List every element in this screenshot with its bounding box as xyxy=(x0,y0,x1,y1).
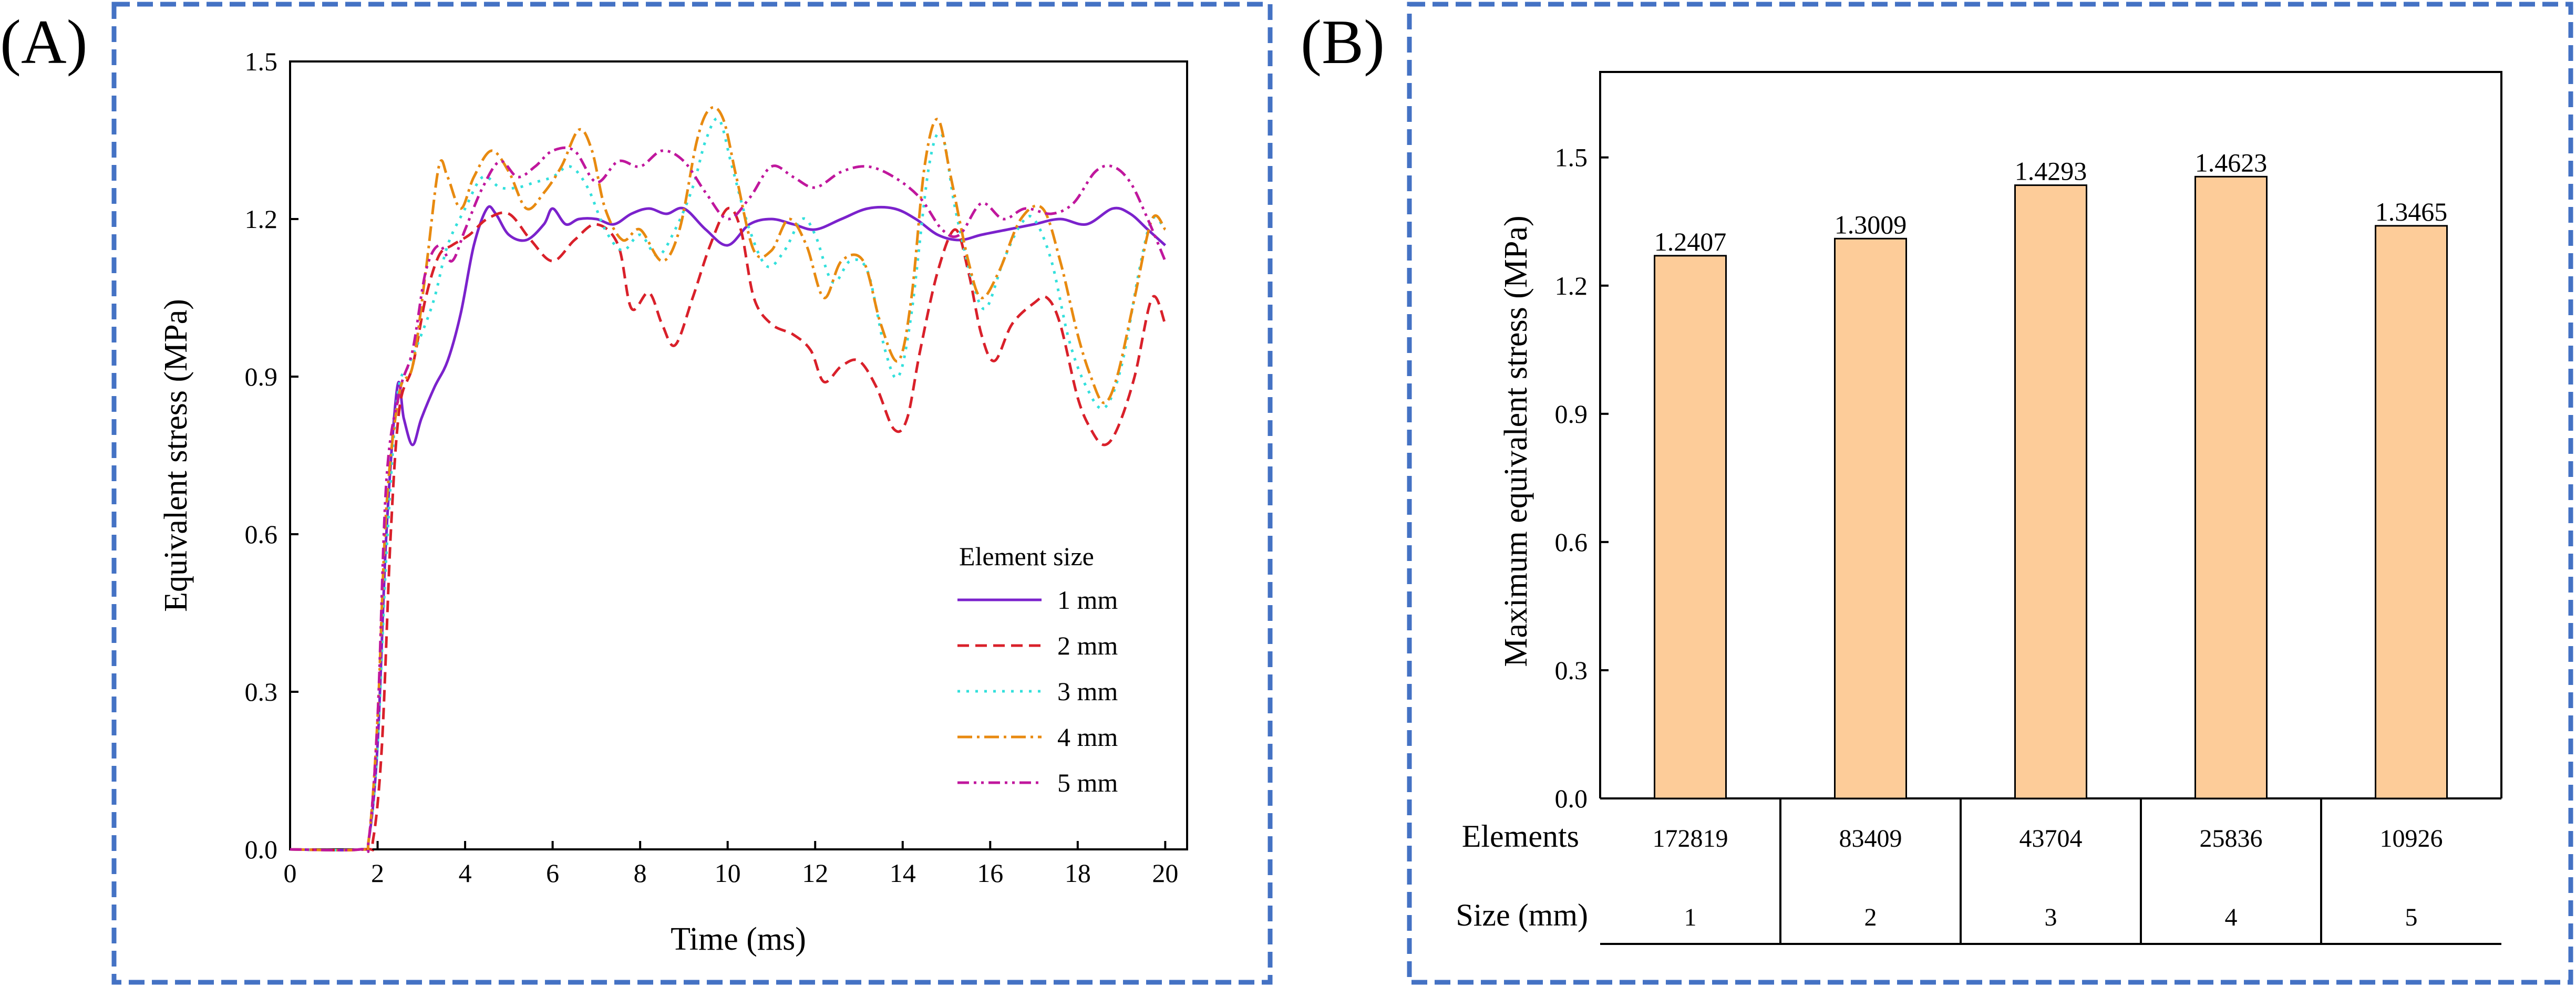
series-line-5mm xyxy=(290,146,1167,853)
chart-a-xtick-label: 0 xyxy=(284,858,297,888)
chart-b-plot-border xyxy=(1599,71,2502,798)
chart-a-xlabel: Time (ms) xyxy=(671,921,806,957)
chart-a-ytick-label: 1.2 xyxy=(245,204,278,234)
chart-b-ylabel: Maximum equivalent stress (MPa) xyxy=(1498,215,1534,667)
bar-value-label: 1.2407 xyxy=(1654,227,1727,256)
legend-label-3mm: 3 mm xyxy=(1057,677,1118,706)
bar-value-label: 1.4623 xyxy=(2195,148,2268,177)
chart-a-legend: Element size 1 mm 2 mm 3 mm 4 mm 5 mm xyxy=(957,542,1118,797)
chart-a-ytick-label: 0.0 xyxy=(245,835,278,864)
table-row1-label: Elements xyxy=(1462,819,1579,854)
panel-b-frame xyxy=(1407,2,2573,985)
chart-b-ytick-label: 0.9 xyxy=(1555,399,1588,429)
chart-b-ytick-label: 0.6 xyxy=(1555,527,1588,557)
chart-b-ytick-label: 0.3 xyxy=(1555,656,1588,685)
chart-a-xtick-label: 6 xyxy=(546,858,559,888)
table-elements-cell: 172819 xyxy=(1653,825,1728,853)
panel-a-frame xyxy=(111,2,1273,985)
bar-size-1 xyxy=(1654,255,1727,799)
bar-value-label: 1.4293 xyxy=(2015,157,2087,186)
table-size-cell: 2 xyxy=(1864,903,1877,931)
chart-a: 0 2 4 6 8 10 12 14 16 18 20 0.0 0.3 0.6 0.9 1.2 1.5 Time… xyxy=(158,47,1188,957)
chart-a-ticks: 0 2 4 6 8 10 12 14 16 18 20 0.0 0.3 0.6 0.9 1.2 1.5 xyxy=(245,47,1179,888)
chart-b-ytick-label: 1.2 xyxy=(1555,271,1588,300)
chart-b-ytick-label: 0.0 xyxy=(1555,784,1588,813)
table-row2-label: Size (mm) xyxy=(1456,898,1588,932)
chart-a-plot-border xyxy=(289,60,1188,850)
chart-b-bars: 1.2407 1.3009 1.4293 1.4623 1.3465 xyxy=(1654,148,2448,799)
chart-b-ticks: 0.0 0.3 0.6 0.9 1.2 1.5 xyxy=(1555,143,1609,813)
table-size-cell: 3 xyxy=(2045,903,2057,931)
chart-a-ytick-label: 1.5 xyxy=(245,47,278,76)
chart-a-ytick-label: 0.9 xyxy=(245,362,278,391)
chart-b-ytick-label: 1.5 xyxy=(1555,143,1588,172)
series-line-2mm xyxy=(290,206,1167,851)
legend-label-4mm: 4 mm xyxy=(1057,722,1118,752)
legend-title: Element size xyxy=(959,542,1094,571)
chart-a-xtick-label: 20 xyxy=(1152,858,1178,888)
chart-a-xtick-label: 16 xyxy=(977,858,1003,888)
panel-b-label: (B) xyxy=(1301,7,1385,77)
legend-label-5mm: 5 mm xyxy=(1057,768,1118,797)
bar-size-5 xyxy=(2375,225,2448,799)
chart-a-series xyxy=(290,106,1167,853)
table-elements-cell: 43704 xyxy=(2019,825,2083,853)
table-elements-cell: 25836 xyxy=(2200,825,2263,853)
chart-a-xtick-label: 10 xyxy=(715,858,741,888)
chart-b: 0.0 0.3 0.6 0.9 1.2 1.5 1.2407 1.3009 1.4293 1.4… xyxy=(1456,71,2502,945)
bar-size-2 xyxy=(1834,237,1907,799)
legend-label-1mm: 1 mm xyxy=(1057,585,1118,615)
table-elements-cell: 83409 xyxy=(1839,825,1902,853)
bar-size-4 xyxy=(2194,175,2268,799)
chart-a-ytick-label: 0.3 xyxy=(245,677,278,707)
table-elements-cell: 10926 xyxy=(2380,825,2443,853)
chart-a-xtick-label: 18 xyxy=(1065,858,1091,888)
chart-a-ylabel: Equivalent stress (MPa) xyxy=(158,299,194,612)
chart-b-table: Elements Size (mm) 172819 83409 43704 25836… xyxy=(1456,798,2501,945)
chart-a-xtick-label: 12 xyxy=(802,858,828,888)
bar-value-label: 1.3465 xyxy=(2375,197,2448,226)
legend-label-2mm: 2 mm xyxy=(1057,631,1118,660)
table-size-cell: 4 xyxy=(2225,903,2238,931)
chart-a-ytick-label: 0.6 xyxy=(245,520,278,549)
chart-a-xtick-label: 8 xyxy=(634,858,647,888)
table-size-cell: 1 xyxy=(1684,903,1697,931)
series-line-4mm xyxy=(290,106,1167,853)
bar-size-3 xyxy=(2014,184,2087,799)
bar-value-label: 1.3009 xyxy=(1835,210,1907,239)
table-size-cell: 5 xyxy=(2405,903,2418,931)
series-line-3mm xyxy=(290,117,1167,851)
chart-a-xtick-label: 14 xyxy=(890,858,916,888)
panel-a-label: (A) xyxy=(0,7,88,77)
chart-a-xtick-label: 2 xyxy=(371,858,384,888)
chart-a-xtick-label: 4 xyxy=(459,858,472,888)
